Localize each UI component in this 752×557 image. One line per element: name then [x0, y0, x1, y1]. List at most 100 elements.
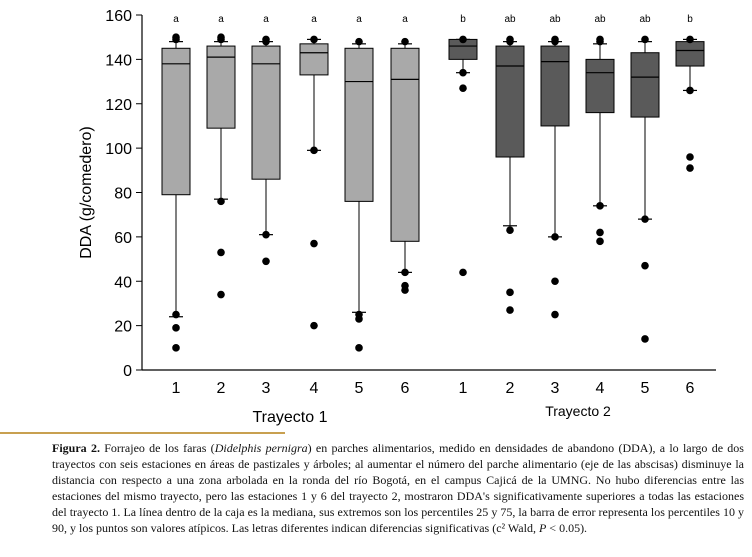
outlier-point [641, 215, 649, 223]
x-tick-label: 1 [459, 380, 468, 397]
y-tick-label: 20 [114, 319, 132, 336]
outlier-point [596, 37, 604, 46]
x-tick-label: 5 [641, 380, 650, 397]
box [675, 41, 705, 67]
caption-divider [0, 432, 285, 434]
outlier-point [172, 35, 180, 44]
outlier-point [641, 261, 649, 270]
box [251, 45, 281, 180]
outlier-point [262, 37, 270, 46]
figure-caption: Figura 2. Forrajeo de los faras (Didelph… [52, 440, 744, 536]
outlier-point [401, 37, 409, 46]
significance-letter: b [687, 14, 693, 25]
box [299, 43, 329, 76]
y-tick-label: 0 [123, 363, 132, 380]
box [161, 47, 191, 196]
outlier-point [217, 197, 225, 206]
outlier-point [596, 237, 604, 246]
significance-letter: a [311, 14, 317, 25]
y-tick-label: 80 [114, 186, 132, 203]
outlier-point [401, 268, 409, 277]
x-tick-label: 1 [172, 380, 181, 397]
y-axis-label: DDA (g/comedero) [78, 126, 95, 259]
box [344, 47, 374, 202]
y-tick-label: 140 [105, 52, 132, 69]
outlier-point [551, 37, 559, 46]
outlier-point [459, 84, 467, 93]
outlier-point [172, 344, 180, 352]
outlier-point [459, 268, 467, 277]
caption-text-3: < 0.05). [546, 521, 588, 535]
caption-p-symbol: P [538, 521, 547, 535]
outlier-point [551, 310, 559, 319]
outlier-point [310, 146, 318, 155]
x-tick-label: 4 [310, 380, 319, 397]
outlier-point [686, 164, 694, 172]
outlier-point [551, 233, 559, 241]
y-tick-label: 120 [105, 97, 132, 114]
outlier-point [172, 324, 180, 332]
outlier-point [506, 226, 514, 235]
outlier-point [262, 230, 270, 239]
outlier-point [506, 37, 514, 46]
outlier-point [217, 248, 225, 257]
outlier-point [686, 35, 694, 44]
box [206, 45, 236, 129]
significance-letter: b [460, 14, 466, 25]
outlier-point [641, 335, 649, 343]
outlier-point [262, 257, 270, 266]
caption-label: Figura 2. [52, 441, 100, 455]
boxplot-chart: 0 20 40 60 80 100 120 140 160 DDA (g/comedero) a 1 a… [78, 8, 716, 426]
caption-species: Didelphis pernigra [214, 441, 308, 455]
outlier-point [506, 306, 514, 314]
y-tick-label: 60 [114, 230, 132, 247]
box [495, 45, 525, 158]
significance-letter: a [173, 14, 179, 25]
significance-letter: a [402, 14, 408, 25]
caption-text-1: Forrajeo de los faras ( [99, 441, 215, 455]
group-label-trayecto-2: Trayecto 2 [545, 403, 611, 419]
outlier-point [401, 286, 409, 294]
outlier-point [355, 344, 363, 352]
box [585, 58, 615, 114]
x-tick-label: 2 [506, 380, 515, 397]
outlier-point [459, 68, 467, 77]
significance-letter: ab [594, 14, 606, 25]
box [540, 45, 570, 127]
x-tick-label: 6 [401, 380, 410, 397]
outlier-point [686, 153, 694, 161]
x-tick-label: 3 [551, 380, 560, 397]
box [630, 52, 660, 118]
significance-letter: a [356, 14, 362, 25]
x-tick-label: 2 [217, 380, 226, 397]
outlier-point [459, 35, 467, 44]
significance-letter: ab [504, 14, 516, 25]
significance-letter: ab [639, 14, 651, 25]
y-tick-label: 160 [105, 8, 132, 25]
outlier-point [596, 228, 604, 237]
y-tick-label: 40 [114, 274, 132, 291]
outlier-point [310, 321, 318, 330]
significance-letter: a [263, 14, 269, 25]
x-tick-label: 6 [686, 380, 695, 397]
group-label-trayecto-1: Trayecto 1 [253, 409, 328, 426]
outlier-point [551, 277, 559, 286]
outlier-point [355, 37, 363, 46]
y-tick-label: 100 [105, 141, 132, 158]
outlier-point [506, 288, 514, 297]
x-tick-label: 4 [596, 380, 605, 397]
outlier-point [641, 35, 649, 44]
outlier-point [310, 239, 318, 248]
outlier-point [355, 315, 363, 323]
outlier-point [217, 35, 225, 44]
box [390, 47, 420, 242]
outlier-point [217, 290, 225, 299]
outlier-point [310, 35, 318, 44]
outlier-point [172, 310, 180, 319]
significance-letter: a [218, 14, 224, 25]
significance-letter: ab [549, 14, 561, 25]
outlier-point [686, 86, 694, 95]
x-tick-label: 3 [262, 380, 271, 397]
x-tick-label: 5 [355, 380, 364, 397]
caption-text-2: ) en parches alimentarios, medido en den… [52, 441, 744, 535]
